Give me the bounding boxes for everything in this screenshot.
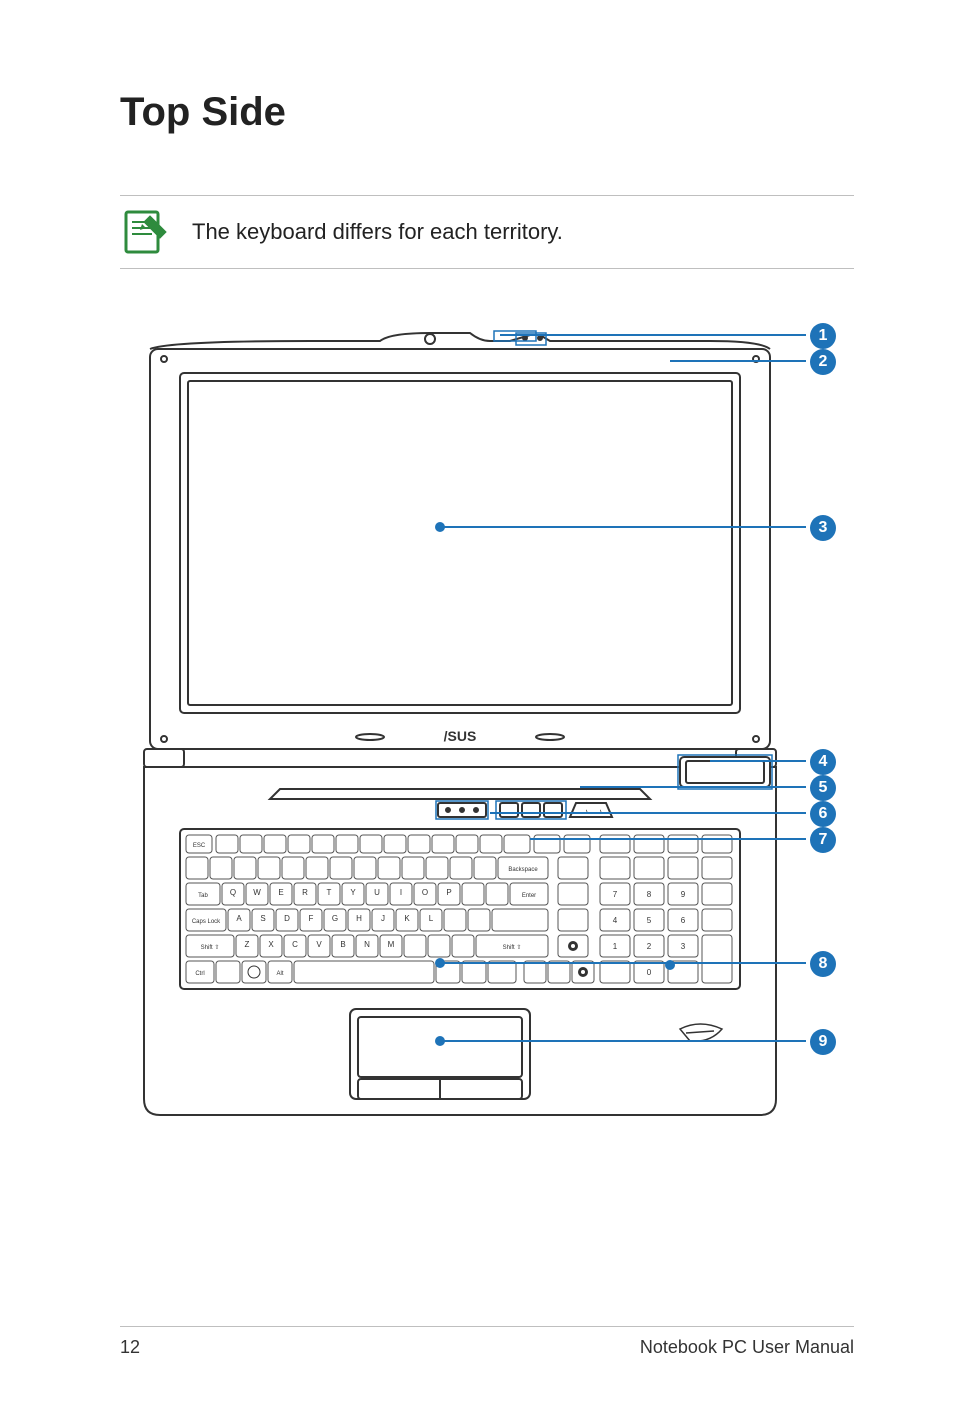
svg-text:X: X: [268, 940, 274, 949]
svg-text:8: 8: [647, 890, 652, 899]
svg-text:3: 3: [681, 942, 686, 951]
svg-text:F: F: [309, 914, 314, 923]
svg-text:Backspace: Backspace: [508, 867, 538, 873]
svg-text:Shift ⇧: Shift ⇧: [201, 944, 220, 951]
svg-text:ESC: ESC: [193, 843, 206, 849]
callout-7: 7: [810, 827, 836, 853]
svg-text:R: R: [302, 888, 308, 897]
laptop-diagram: /SUS ♪ ♪: [110, 329, 830, 1119]
svg-text:D: D: [284, 914, 290, 923]
svg-text:Tab: Tab: [198, 893, 208, 899]
svg-text:C: C: [292, 940, 298, 949]
svg-text:B: B: [340, 940, 345, 949]
svg-text:4: 4: [613, 916, 618, 925]
svg-text:Shift ⇧: Shift ⇧: [503, 944, 522, 951]
note-text: The keyboard differs for each territory.: [192, 218, 563, 247]
callout-6: 6: [810, 801, 836, 827]
svg-text:Caps Lock: Caps Lock: [192, 919, 221, 925]
svg-text:Enter: Enter: [522, 893, 536, 899]
page-footer: 12 Notebook PC User Manual: [120, 1326, 854, 1358]
svg-text:W: W: [253, 888, 261, 897]
svg-text:Ctrl: Ctrl: [195, 971, 204, 977]
svg-text:U: U: [374, 888, 380, 897]
svg-text:P: P: [446, 888, 451, 897]
page-number: 12: [120, 1337, 140, 1358]
callout-9: 9: [810, 1029, 836, 1055]
svg-text:Alt: Alt: [276, 971, 283, 977]
svg-text:6: 6: [681, 916, 686, 925]
callout-2: 2: [810, 349, 836, 375]
svg-text:O: O: [422, 888, 428, 897]
svg-text:7: 7: [613, 890, 618, 899]
note-callout: The keyboard differs for each territory.: [120, 195, 854, 269]
svg-text:Q: Q: [230, 888, 236, 897]
svg-text:J: J: [381, 914, 385, 923]
svg-text:Z: Z: [245, 940, 250, 949]
callout-5: 5: [810, 775, 836, 801]
svg-text:M: M: [388, 940, 395, 949]
callout-1: 1: [810, 323, 836, 349]
svg-text:A: A: [236, 914, 242, 923]
callout-3: 3: [810, 515, 836, 541]
svg-text:L: L: [429, 914, 434, 923]
svg-text:E: E: [278, 888, 283, 897]
doc-title: Notebook PC User Manual: [640, 1337, 854, 1358]
svg-text:T: T: [327, 888, 332, 897]
page-title: Top Side: [120, 90, 854, 135]
callout-4: 4: [810, 749, 836, 775]
svg-text:Y: Y: [350, 888, 356, 897]
svg-text:0: 0: [647, 968, 652, 977]
svg-text:♪: ♪: [598, 807, 602, 816]
svg-text:H: H: [356, 914, 362, 923]
svg-text:2: 2: [647, 942, 652, 951]
svg-text:9: 9: [681, 890, 686, 899]
svg-text:N: N: [364, 940, 370, 949]
svg-text:1: 1: [613, 942, 618, 951]
svg-text:5: 5: [647, 916, 652, 925]
svg-text:/SUS: /SUS: [444, 728, 477, 744]
svg-text:V: V: [316, 940, 322, 949]
note-icon: [120, 208, 168, 256]
callout-8: 8: [810, 951, 836, 977]
svg-text:K: K: [404, 914, 410, 923]
svg-text:S: S: [260, 914, 265, 923]
svg-text:G: G: [332, 914, 338, 923]
svg-text:♪: ♪: [584, 807, 588, 816]
svg-text:I: I: [400, 888, 402, 897]
